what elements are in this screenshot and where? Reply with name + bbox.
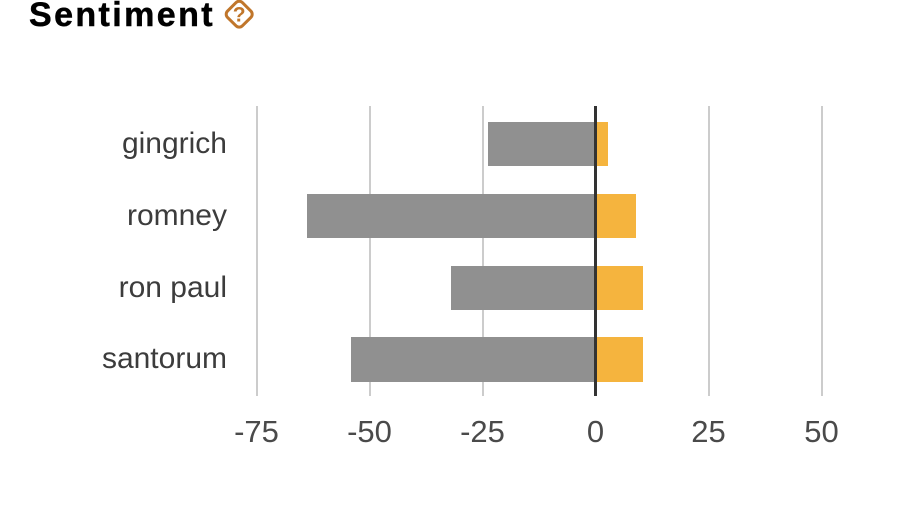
svg-text:?: ?: [233, 4, 246, 27]
